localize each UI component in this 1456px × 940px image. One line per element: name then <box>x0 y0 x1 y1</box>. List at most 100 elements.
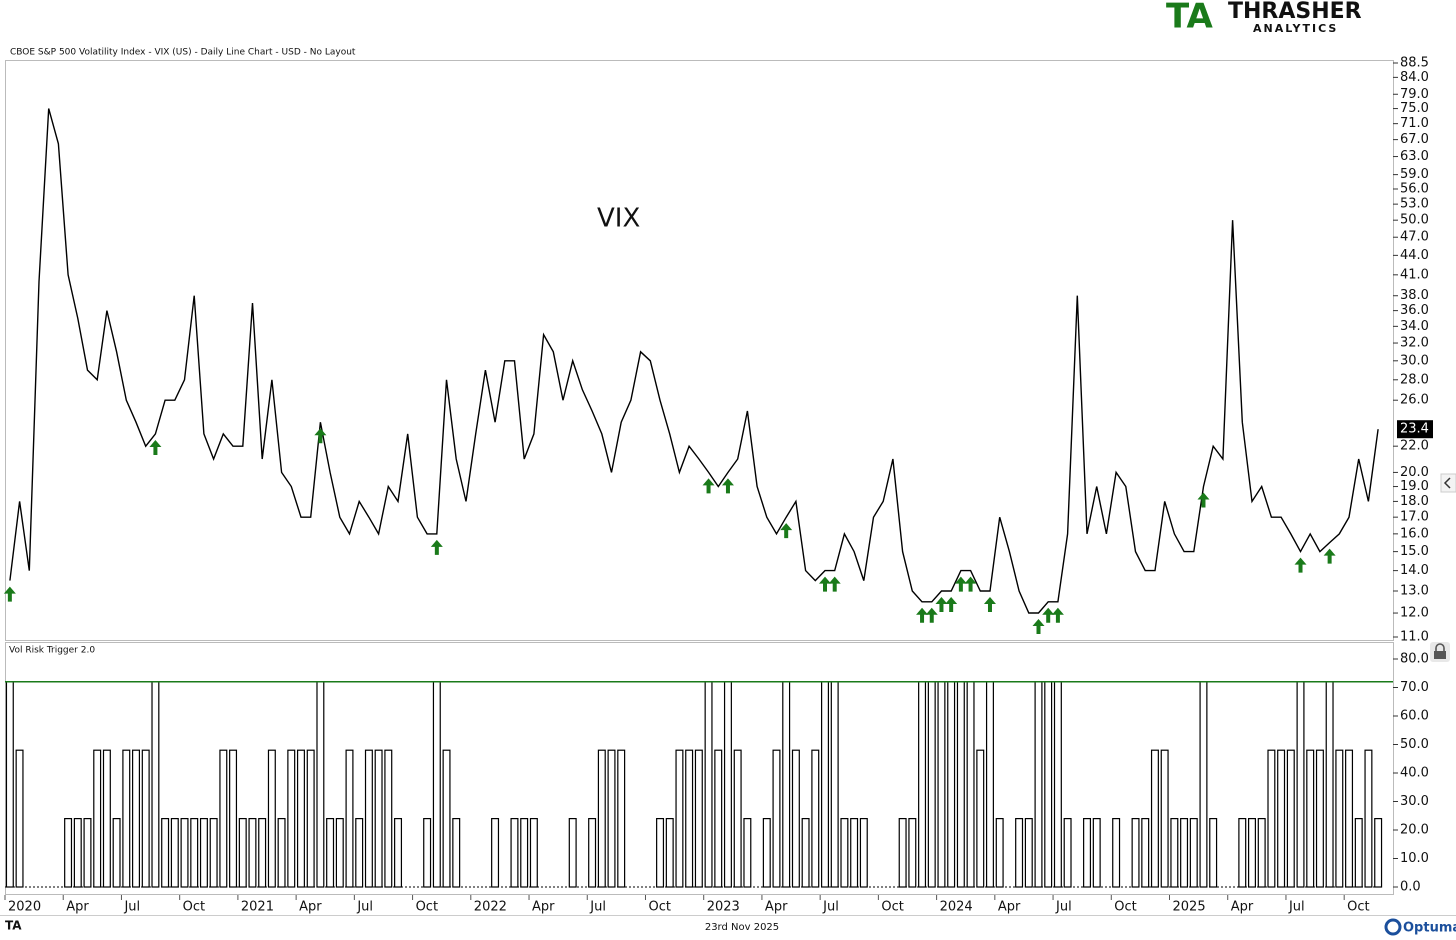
y-tick-label: 14.0 <box>1400 563 1429 578</box>
x-tick-label: 2024 <box>940 900 973 915</box>
signal-arrow <box>1051 607 1064 623</box>
y-tick-label: 80.0 <box>1400 652 1429 667</box>
trigger-bar <box>1189 817 1198 888</box>
trigger-bar <box>1063 817 1072 888</box>
y-tick-label: 13.0 <box>1400 584 1429 599</box>
x-tick-label: Apr <box>532 900 555 915</box>
trigger-bar <box>73 817 82 888</box>
trigger-bar <box>656 817 665 888</box>
trigger-bar <box>976 749 985 888</box>
logo-sub: ANALYTICS <box>1253 22 1338 35</box>
collapse-tab[interactable] <box>1440 473 1456 493</box>
trigger-bar <box>1180 817 1189 888</box>
trigger-bar <box>141 749 150 888</box>
trigger-bar <box>384 749 393 888</box>
signal-arrow <box>983 597 996 613</box>
bottom-panel-frame <box>5 642 1394 895</box>
trigger-bar <box>1247 817 1256 888</box>
y-tick-label: 22.0 <box>1400 439 1429 454</box>
trigger-bar <box>1024 817 1033 888</box>
x-tick-label: 2025 <box>1173 900 1206 915</box>
y-tick-label: 30.0 <box>1400 794 1429 809</box>
y-tick-label: 0.0 <box>1400 880 1421 895</box>
x-tick-label: Jul <box>1288 900 1305 915</box>
y-tick-label: 63.0 <box>1400 149 1429 164</box>
trigger-bar <box>1345 749 1354 888</box>
trigger-bar <box>306 749 315 888</box>
trigger-bar <box>190 817 199 888</box>
x-tick-label: Oct <box>183 900 205 915</box>
trigger-bar <box>801 817 810 888</box>
trigger-bar <box>394 817 403 888</box>
trigger-bar <box>170 817 179 888</box>
y-tick-label: 50.0 <box>1400 213 1429 228</box>
trigger-bar <box>1092 817 1101 888</box>
signal-arrow <box>935 597 948 613</box>
trigger-bar <box>908 817 917 888</box>
x-tick-label: Apr <box>998 900 1021 915</box>
signal-arrow <box>1197 492 1210 508</box>
trigger-bar <box>1354 817 1363 888</box>
trigger-bar <box>364 749 373 888</box>
trigger-bar <box>791 749 800 888</box>
trigger-bar <box>714 749 723 888</box>
trigger-bar <box>374 749 383 888</box>
y-tick-label: 67.0 <box>1400 132 1429 147</box>
trigger-bar <box>345 749 354 888</box>
trigger-bar <box>733 749 742 888</box>
signal-arrow <box>1042 607 1055 623</box>
trigger-bar <box>1131 817 1140 888</box>
signal-arrow <box>3 586 16 602</box>
y-tick-label: 19.0 <box>1400 479 1429 494</box>
trigger-bar <box>1286 749 1295 888</box>
signal-arrow <box>925 607 938 623</box>
trigger-bar <box>520 817 529 888</box>
y-tick-label: 16.0 <box>1400 526 1429 541</box>
signal-arrow <box>780 523 793 539</box>
y-tick-label: 50.0 <box>1400 737 1429 752</box>
trigger-bar <box>15 749 24 888</box>
y-tick-label: 12.0 <box>1400 606 1429 621</box>
trigger-bar <box>1150 749 1159 888</box>
y-tick-label: 32.0 <box>1400 336 1429 351</box>
y-tick-label: 10.0 <box>1400 851 1429 866</box>
trigger-bar <box>132 749 141 888</box>
signal-arrow <box>945 597 958 613</box>
y-tick-label: 60.0 <box>1400 709 1429 724</box>
y-tick-label: 40.0 <box>1400 766 1429 781</box>
x-tick-label: 2022 <box>474 900 507 915</box>
vix-line <box>9 108 1379 614</box>
y-tick-label: 75.0 <box>1400 101 1429 116</box>
y-tick-label: 41.0 <box>1400 267 1429 282</box>
trigger-bar <box>510 817 519 888</box>
footer-mark: TA <box>5 919 22 933</box>
x-tick-label: Jul <box>1055 900 1072 915</box>
footer-date: 23rd Nov 2025 <box>705 922 779 933</box>
signal-arrow <box>721 478 734 494</box>
trigger-bar <box>995 817 1004 888</box>
trigger-bar <box>694 749 703 888</box>
trigger-bar <box>267 749 276 888</box>
trigger-bar <box>442 749 451 888</box>
y-tick-label: 17.0 <box>1400 510 1429 525</box>
y-tick-label: 70.0 <box>1400 680 1429 695</box>
trigger-bar <box>1315 749 1324 888</box>
trigger-bar <box>209 817 218 888</box>
y-tick-label: 56.0 <box>1400 181 1429 196</box>
trigger-bar <box>423 817 432 888</box>
chart-header: CBOE S&P 500 Volatility Index - VIX (US)… <box>10 48 356 58</box>
trigger-bar <box>840 817 849 888</box>
trigger-bar <box>850 817 859 888</box>
y-tick-label: 15.0 <box>1400 544 1429 559</box>
signal-arrow <box>314 428 327 444</box>
trigger-bar <box>93 749 102 888</box>
trigger-bar <box>452 817 461 888</box>
trigger-bar <box>326 817 335 888</box>
trigger-bar <box>1374 817 1383 888</box>
trigger-bar <box>1335 749 1344 888</box>
trigger-bar <box>199 817 208 888</box>
trigger-bar <box>762 817 771 888</box>
trigger-bar <box>1257 817 1266 888</box>
